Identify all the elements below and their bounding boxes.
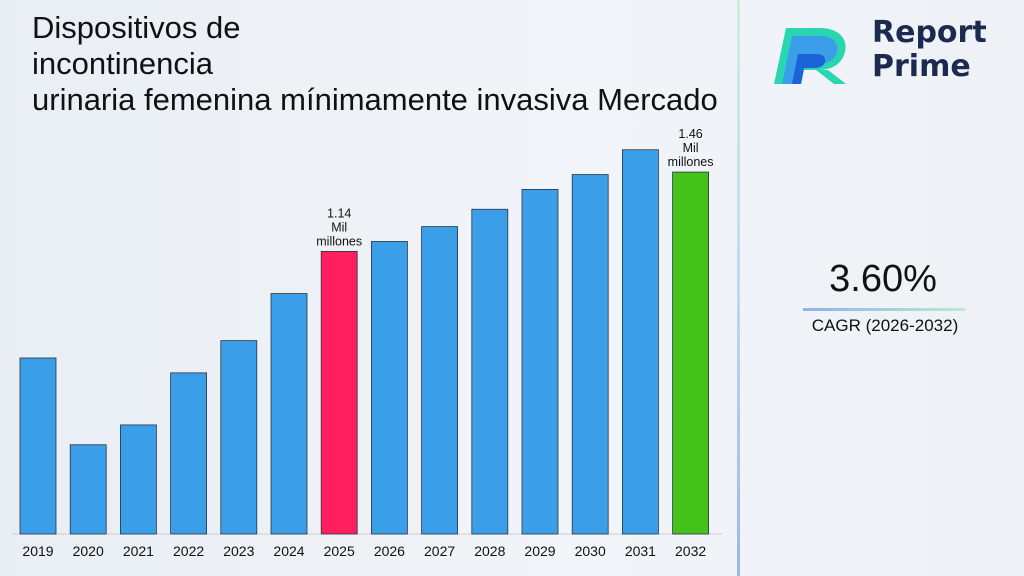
logo-text: Report Prime [872, 16, 987, 84]
bar-2027 [421, 226, 459, 535]
cagr-value: 3.60% [829, 258, 937, 300]
bar-2021 [120, 424, 157, 535]
x-tick-label-2024: 2024 [273, 543, 304, 559]
x-tick-label-2021: 2021 [123, 543, 154, 559]
x-tick-label-2031: 2031 [625, 543, 656, 559]
data-label-line: Mil [331, 220, 347, 234]
x-tick-label-2028: 2028 [474, 543, 505, 559]
x-tick-label-2020: 2020 [73, 543, 104, 559]
x-tick-label-2029: 2029 [524, 543, 555, 559]
data-label-line: millones [316, 234, 362, 248]
bar-2023 [220, 340, 258, 535]
data-label-line: 1.14 [327, 206, 351, 220]
bar-2024 [270, 293, 308, 535]
data-label-line: millones [668, 155, 714, 169]
bar-2031 [622, 149, 659, 535]
x-tick-label-2022: 2022 [173, 543, 204, 559]
x-tick-label-2026: 2026 [374, 543, 405, 559]
cagr-underline [803, 308, 965, 311]
x-tick-label-2030: 2030 [575, 543, 606, 559]
bar-2020 [69, 444, 107, 535]
bar-2032 [672, 171, 709, 535]
bar-2025 [320, 250, 358, 535]
panel-divider [737, 0, 740, 576]
bar-2028 [471, 208, 509, 535]
bar-2022 [170, 372, 208, 535]
report-prime-logo: Report Prime [768, 14, 1008, 88]
x-tick-label-2027: 2027 [424, 543, 455, 559]
logo-line-1: Report [872, 15, 987, 50]
x-tick-label-2023: 2023 [223, 543, 254, 559]
x-tick-label-2019: 2019 [22, 543, 53, 559]
data-label-line: 1.46 [678, 127, 702, 141]
bar-2029 [521, 189, 559, 535]
logo-line-2: Prime [872, 49, 971, 84]
x-tick-label-2032: 2032 [675, 543, 706, 559]
bar-2030 [571, 174, 609, 535]
bar-2019 [19, 357, 57, 535]
cagr-label: CAGR (2026-2032) [811, 316, 959, 335]
chart-title: Dispositivos de incontinencia urinaria f… [32, 10, 718, 117]
report-prime-logo-icon [774, 28, 846, 84]
bar-chart: 2019 2020 2021 2022 2023 2024 2025 2026 2027 2028… [12, 127, 722, 559]
data-label-line: Mil [683, 141, 699, 155]
x-tick-label-2025: 2025 [324, 543, 355, 559]
bar-2026 [370, 241, 408, 535]
